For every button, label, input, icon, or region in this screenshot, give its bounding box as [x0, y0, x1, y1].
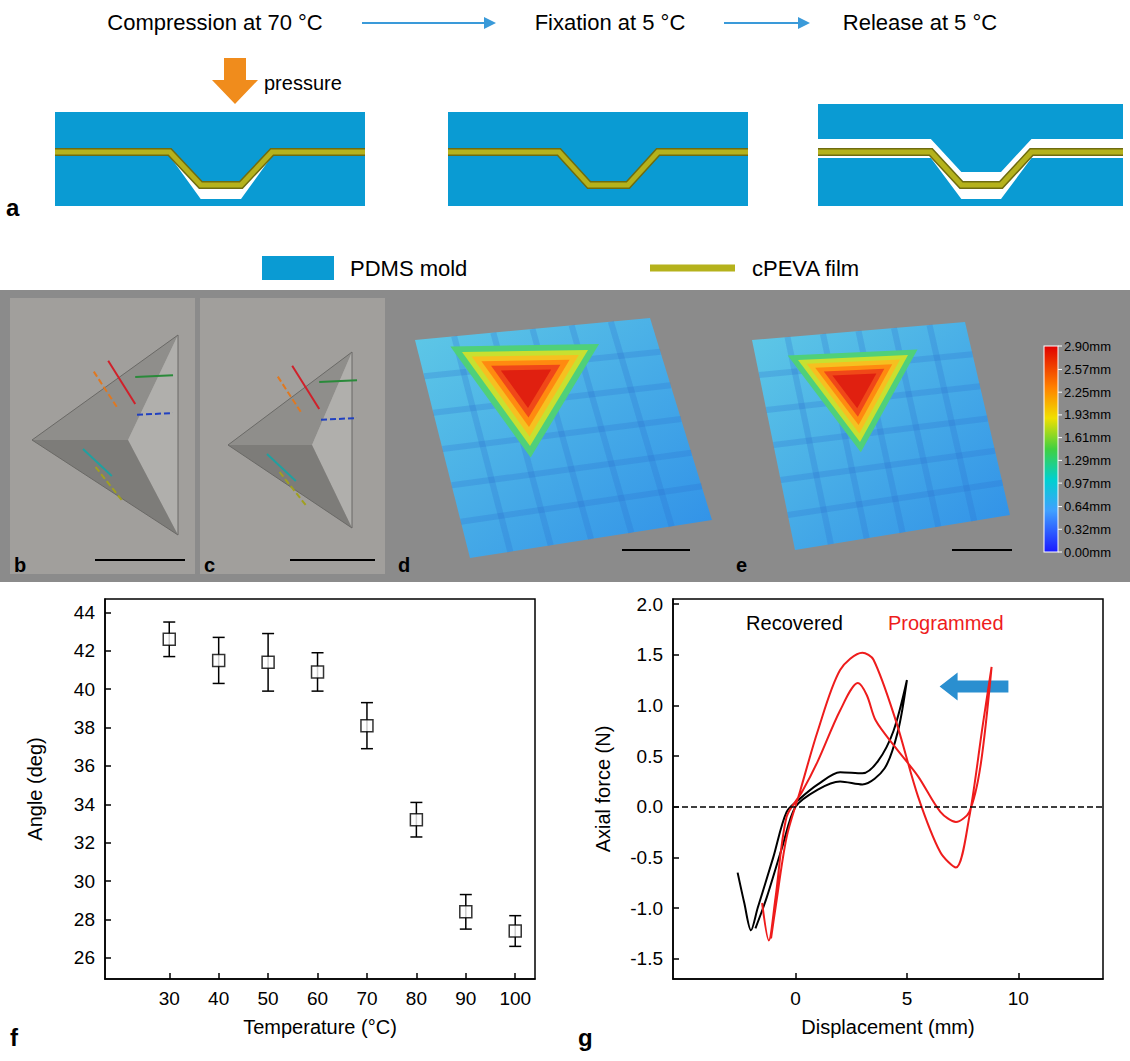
svg-text:cPEVA film: cPEVA film	[752, 256, 859, 281]
svg-text:1.29mm: 1.29mm	[1064, 453, 1111, 468]
svg-text:Recovered: Recovered	[746, 612, 843, 634]
svg-text:32: 32	[74, 832, 95, 853]
svg-text:1.5: 1.5	[637, 644, 663, 665]
svg-text:-1.5: -1.5	[630, 948, 663, 969]
svg-text:40: 40	[208, 988, 229, 1009]
svg-text:70: 70	[356, 988, 377, 1009]
svg-text:34: 34	[74, 794, 96, 815]
svg-text:g: g	[578, 1024, 593, 1051]
svg-text:f: f	[10, 1024, 19, 1051]
svg-text:0.32mm: 0.32mm	[1064, 522, 1111, 537]
svg-text:b: b	[14, 554, 26, 576]
svg-text:a: a	[6, 194, 20, 221]
svg-text:e: e	[736, 554, 747, 576]
svg-text:-1.0: -1.0	[630, 898, 663, 919]
svg-text:pressure: pressure	[264, 72, 342, 94]
svg-text:0.0: 0.0	[637, 796, 663, 817]
svg-text:30: 30	[159, 988, 180, 1009]
svg-text:10: 10	[1008, 988, 1029, 1009]
svg-text:PDMS mold: PDMS mold	[350, 256, 467, 281]
svg-text:28: 28	[74, 909, 95, 930]
svg-text:0.97mm: 0.97mm	[1064, 476, 1111, 491]
svg-text:0.00mm: 0.00mm	[1064, 545, 1111, 560]
svg-text:Programmed: Programmed	[888, 612, 1004, 634]
svg-text:0.64mm: 0.64mm	[1064, 499, 1111, 514]
svg-text:36: 36	[74, 755, 95, 776]
svg-text:26: 26	[74, 947, 95, 968]
svg-text:0.5: 0.5	[637, 746, 663, 767]
svg-text:60: 60	[307, 988, 328, 1009]
svg-text:Compression at 70 °C: Compression at 70 °C	[107, 10, 323, 35]
svg-text:38: 38	[74, 717, 95, 738]
svg-text:Release at 5 °C: Release at 5 °C	[843, 10, 997, 35]
svg-text:90: 90	[455, 988, 476, 1009]
svg-text:40: 40	[74, 679, 95, 700]
svg-text:Angle (deg): Angle (deg)	[24, 737, 46, 840]
svg-text:42: 42	[74, 640, 95, 661]
svg-text:2.90mm: 2.90mm	[1064, 339, 1111, 354]
svg-text:0: 0	[790, 988, 801, 1009]
svg-text:d: d	[398, 554, 410, 576]
svg-text:44: 44	[74, 602, 96, 623]
svg-text:Temperature (°C): Temperature (°C)	[243, 1016, 397, 1038]
svg-text:80: 80	[406, 988, 427, 1009]
svg-text:c: c	[204, 554, 215, 576]
svg-text:1.61mm: 1.61mm	[1064, 430, 1111, 445]
svg-text:5: 5	[902, 988, 913, 1009]
svg-text:100: 100	[499, 988, 531, 1009]
svg-text:50: 50	[258, 988, 279, 1009]
svg-text:Fixation at 5 °C: Fixation at 5 °C	[535, 10, 686, 35]
svg-text:1.0: 1.0	[637, 695, 663, 716]
svg-text:30: 30	[74, 871, 95, 892]
svg-text:2.25mm: 2.25mm	[1064, 385, 1111, 400]
svg-text:-0.5: -0.5	[630, 847, 663, 868]
svg-text:Axial force (N): Axial force (N)	[592, 726, 614, 853]
svg-text:2.57mm: 2.57mm	[1064, 362, 1111, 377]
svg-text:2.0: 2.0	[637, 594, 663, 615]
svg-text:1.93mm: 1.93mm	[1064, 407, 1111, 422]
svg-text:Displacement (mm): Displacement (mm)	[801, 1016, 974, 1038]
